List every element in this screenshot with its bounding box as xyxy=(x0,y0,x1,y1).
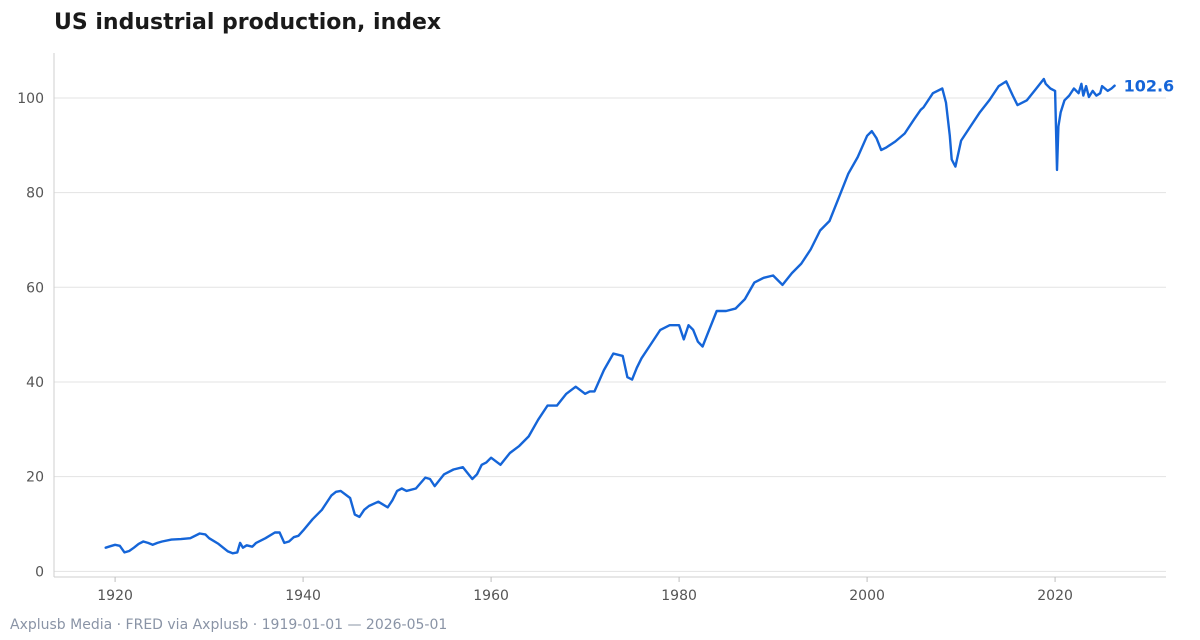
x-tick-label: 1980 xyxy=(661,588,697,604)
y-tick-label: 100 xyxy=(17,91,44,107)
gridlines xyxy=(54,97,1166,572)
x-tick-label: 2000 xyxy=(849,588,885,604)
series-line xyxy=(104,77,1116,555)
x-tick-label: 1920 xyxy=(97,588,133,604)
y-tick-label: 0 xyxy=(35,564,44,580)
last-value-label: 102.6 xyxy=(1124,77,1175,96)
x-axis-ticks: 1920 1940 1960 1980 2000 2020 xyxy=(97,577,1073,604)
chart-title: US industrial production, index xyxy=(54,10,442,35)
y-tick-label: 80 xyxy=(26,186,44,202)
x-tick-label: 1960 xyxy=(473,588,509,604)
x-tick-label: 1940 xyxy=(285,588,321,604)
y-tick-label: 20 xyxy=(26,470,44,486)
y-axis-ticks: 0 20 40 60 80 100 xyxy=(17,91,44,580)
y-tick-label: 60 xyxy=(26,280,44,296)
y-tick-label: 40 xyxy=(26,375,44,391)
x-tick-label: 2020 xyxy=(1037,588,1073,604)
source-footer: Axplusb Media · FRED via Axplusb · 1919-… xyxy=(10,617,448,633)
